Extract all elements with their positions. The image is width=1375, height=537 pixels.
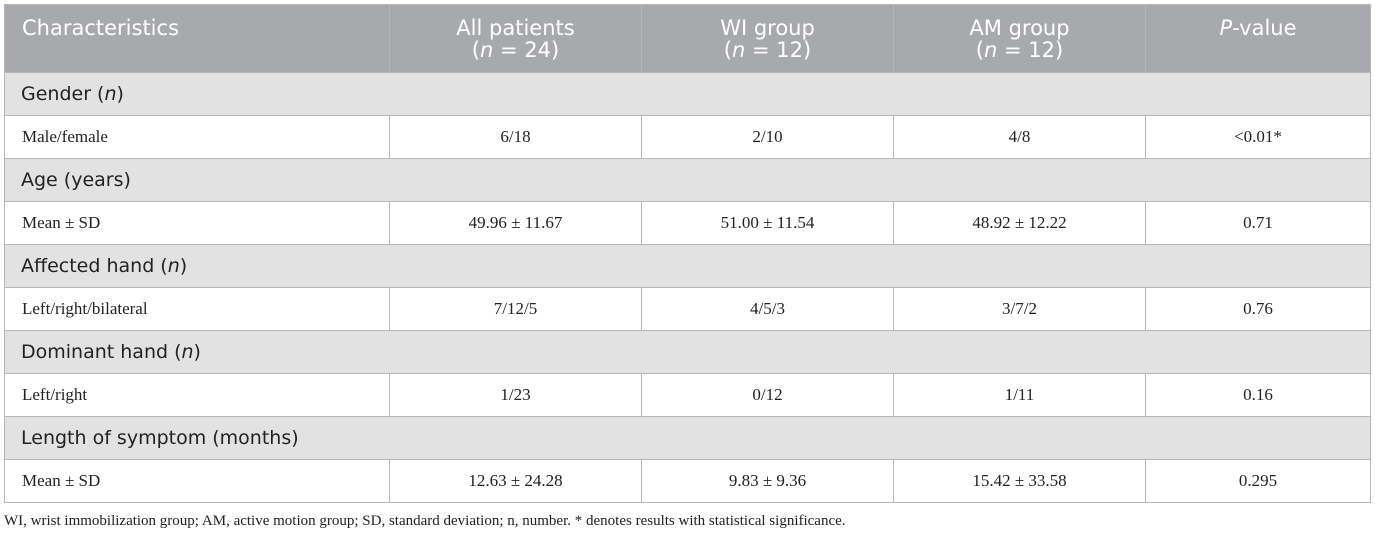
header-row: Characteristics All patients (n = 24) WI … — [4, 4, 1371, 73]
header-all-patients: All patients (n = 24) — [389, 4, 642, 73]
section-title: Age (years) — [4, 158, 1371, 202]
table-row: Male/female 6/18 2/10 4/8 <0.01* — [4, 115, 1371, 159]
row-label: Mean ± SD — [4, 201, 390, 245]
header-am-group: AM group (n = 12) — [893, 4, 1146, 73]
section-row-gender: Gender (n) — [4, 72, 1371, 116]
cell-wi-group: 4/5/3 — [641, 287, 894, 331]
characteristics-table: Characteristics All patients (n = 24) WI … — [4, 4, 1371, 503]
section-title: Gender (n) — [4, 72, 1371, 116]
row-label: Male/female — [4, 115, 390, 159]
cell-wi-group: 2/10 — [641, 115, 894, 159]
section-row-affected-hand: Affected hand (n) — [4, 244, 1371, 288]
cell-wi-group: 9.83 ± 9.36 — [641, 459, 894, 503]
section-title: Dominant hand (n) — [4, 330, 1371, 374]
section-row-length-of-symptom: Length of symptom (months) — [4, 416, 1371, 460]
cell-p-value: 0.76 — [1145, 287, 1371, 331]
cell-am-group: 48.92 ± 12.22 — [893, 201, 1146, 245]
table-row: Mean ± SD 12.63 ± 24.28 9.83 ± 9.36 15.4… — [4, 459, 1371, 503]
cell-p-value: <0.01* — [1145, 115, 1371, 159]
cell-all-patients: 7/12/5 — [389, 287, 642, 331]
table-row: Mean ± SD 49.96 ± 11.67 51.00 ± 11.54 48… — [4, 201, 1371, 245]
section-row-dominant-hand: Dominant hand (n) — [4, 330, 1371, 374]
row-label: Left/right/bilateral — [4, 287, 390, 331]
row-label: Mean ± SD — [4, 459, 390, 503]
header-wi-group: WI group (n = 12) — [641, 4, 894, 73]
cell-all-patients: 6/18 — [389, 115, 642, 159]
table-footnote: WI, wrist immobilization group; AM, acti… — [4, 513, 846, 529]
row-label: Left/right — [4, 373, 390, 417]
section-row-age: Age (years) — [4, 158, 1371, 202]
cell-p-value: 0.16 — [1145, 373, 1371, 417]
section-title: Length of symptom (months) — [4, 416, 1371, 460]
table-row: Left/right 1/23 0/12 1/11 0.16 — [4, 373, 1371, 417]
cell-all-patients: 49.96 ± 11.67 — [389, 201, 642, 245]
header-p-value: P-value — [1145, 4, 1371, 73]
cell-p-value: 0.295 — [1145, 459, 1371, 503]
cell-wi-group: 0/12 — [641, 373, 894, 417]
cell-am-group: 4/8 — [893, 115, 1146, 159]
table-row: Left/right/bilateral 7/12/5 4/5/3 3/7/2 … — [4, 287, 1371, 331]
cell-wi-group: 51.00 ± 11.54 — [641, 201, 894, 245]
cell-am-group: 15.42 ± 33.58 — [893, 459, 1146, 503]
cell-p-value: 0.71 — [1145, 201, 1371, 245]
cell-all-patients: 12.63 ± 24.28 — [389, 459, 642, 503]
header-characteristics: Characteristics — [4, 4, 390, 73]
cell-all-patients: 1/23 — [389, 373, 642, 417]
cell-am-group: 1/11 — [893, 373, 1146, 417]
cell-am-group: 3/7/2 — [893, 287, 1146, 331]
section-title: Affected hand (n) — [4, 244, 1371, 288]
